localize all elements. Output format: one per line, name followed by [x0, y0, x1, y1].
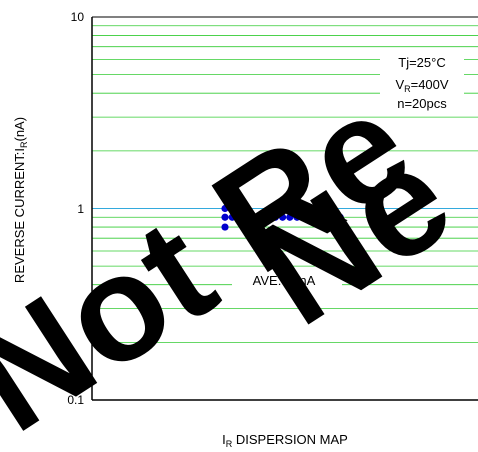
data-point-14 [300, 213, 308, 221]
condition-sample-count: n=20pcs [397, 96, 447, 111]
data-point-18 [329, 213, 337, 221]
data-point-19 [336, 213, 344, 221]
y-axis-label: REVERSE CURRENT:IR(nA) [12, 117, 29, 283]
average-annotation: AVE:0.9nA [253, 273, 316, 288]
data-point-5 [235, 213, 243, 221]
y-tick-label-0.1: 0.1 [67, 393, 84, 407]
condition-temperature: Tj=25°C [398, 55, 445, 70]
data-point-11 [279, 213, 287, 221]
data-point-2 [228, 204, 236, 213]
data-point-3 [221, 213, 229, 221]
y-tick-label-10: 10 [71, 10, 85, 24]
condition-voltage: VR=400V [395, 77, 448, 94]
annotation-background [232, 271, 342, 291]
data-point-16 [315, 213, 323, 221]
data-point-17 [322, 213, 330, 221]
data-point-12 [286, 213, 294, 221]
data-point-15 [307, 213, 315, 221]
data-points [221, 204, 344, 231]
data-point-10 [271, 213, 279, 221]
data-point-8 [257, 213, 265, 221]
y-tick-label-1: 1 [77, 202, 84, 216]
data-point-4 [228, 213, 236, 221]
data-point-13 [293, 213, 301, 221]
conditions-background [380, 50, 464, 116]
data-point-6 [243, 213, 251, 221]
data-point-20 [221, 223, 229, 231]
data-point-9 [264, 213, 272, 221]
data-point-7 [250, 213, 258, 221]
x-axis-label: IR DISPERSION MAP [222, 432, 348, 449]
data-point-1 [221, 204, 229, 213]
